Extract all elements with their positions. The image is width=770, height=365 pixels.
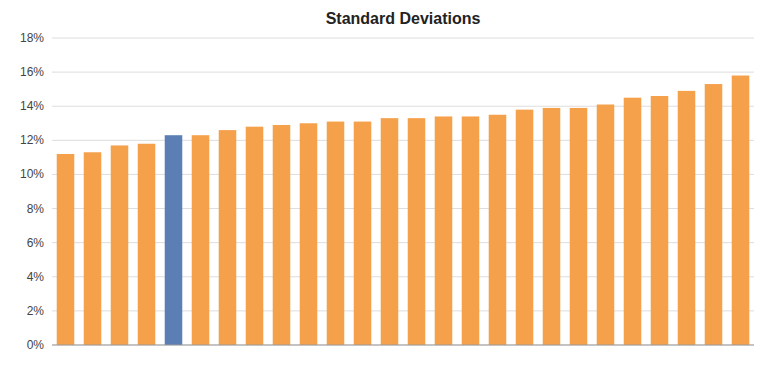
y-tick-label: 10% [20,167,44,181]
grid [52,38,754,345]
grid-line [52,276,754,277]
y-tick-label: 0% [27,338,45,352]
bar [570,108,588,345]
bar [381,118,399,345]
grid-line [52,38,754,39]
bar [273,125,291,345]
grid-line [52,140,754,141]
bar [732,76,750,345]
bar [57,154,75,345]
y-tick-label: 16% [20,65,44,79]
grid-line [52,345,754,346]
bar [246,127,264,345]
grid-line [52,242,754,243]
bar [543,108,561,345]
bar [489,115,507,345]
bar [624,98,642,345]
grid-line [52,174,754,175]
y-tick-label: 18% [20,31,44,45]
bars [57,76,750,345]
bar [597,105,615,345]
bar [111,145,129,345]
bar [408,118,426,345]
y-tick-label: 2% [27,304,45,318]
bar [435,116,453,345]
chart-container: Standard Deviations 0% 2% 4% 6% 8% 10% 12% 14% 16… [0,0,770,365]
x-axis-line [52,345,754,346]
bar [678,91,696,345]
bar [192,135,210,345]
bar [516,110,534,345]
y-tick-label: 14% [20,99,44,113]
y-tick-label: 12% [20,133,44,147]
bar [354,122,372,345]
bar [300,123,318,345]
chart-svg: Standard Deviations 0% 2% 4% 6% 8% 10% 12% 14% 16… [0,0,770,365]
bar [165,135,183,345]
grid-line [52,208,754,209]
y-axis: 0% 2% 4% 6% 8% 10% 12% 14% 16% 18% [20,31,44,352]
y-tick-label: 4% [27,270,45,284]
y-tick-label: 8% [27,202,45,216]
bar [705,84,723,345]
grid-line [52,310,754,311]
bar [462,116,480,345]
bar [84,152,102,345]
bar [651,96,669,345]
bar [219,130,237,345]
bar [138,144,156,345]
bar [327,122,345,345]
chart-title: Standard Deviations [326,10,481,27]
y-tick-label: 6% [27,236,45,250]
grid-line [52,72,754,73]
grid-line [52,106,754,107]
